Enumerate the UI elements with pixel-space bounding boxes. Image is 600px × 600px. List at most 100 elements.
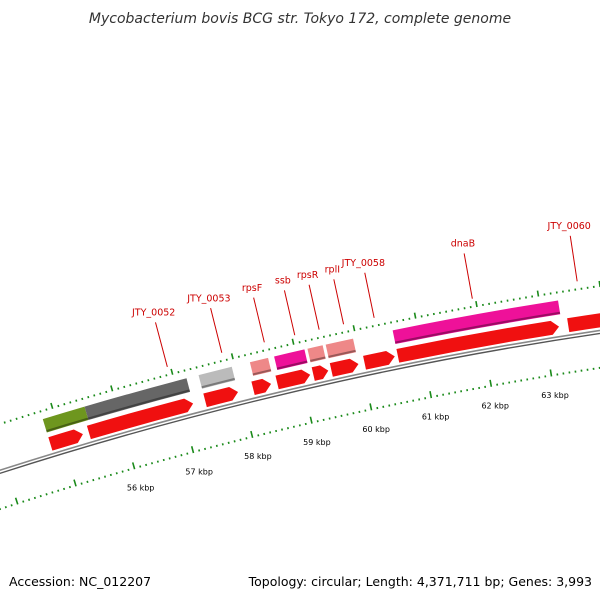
gene-arrow: [251, 378, 272, 396]
tick-mark: [73, 479, 77, 487]
gene-label-text: JTY_0060: [547, 221, 591, 232]
tick-mark: [39, 494, 42, 498]
tick-mark: [117, 387, 120, 390]
tick-mark: [28, 498, 31, 501]
kbp-label: 61 kbp: [422, 413, 450, 422]
tick-mark: [33, 412, 36, 415]
tick-mark: [45, 408, 48, 411]
tick-mark: [209, 446, 212, 449]
backbone-line: [0, 332, 600, 475]
tick-mark: [121, 470, 124, 473]
kbp-label: 58 kbp: [244, 452, 272, 461]
tick-mark: [150, 462, 154, 465]
label-leader: [210, 307, 223, 353]
tick-mark: [68, 485, 71, 489]
gene-arrow: [48, 429, 83, 451]
tick-mark: [429, 391, 433, 399]
tick-mark: [369, 403, 373, 411]
accession-label: Accession: NC_012207: [9, 574, 151, 589]
tick-mark: [536, 290, 540, 297]
tick-mark: [183, 369, 186, 372]
label-leader: [155, 322, 168, 367]
tick-mark: [103, 475, 107, 478]
tick-mark: [291, 338, 295, 345]
genome-summary: Topology: circular; Length: 4,371,711 bp…: [248, 574, 592, 589]
tick-mark: [123, 385, 126, 389]
tick-mark: [174, 455, 177, 458]
tick-mark: [162, 458, 165, 462]
kbp-label: 60 kbp: [362, 425, 390, 434]
label-leader: [308, 284, 320, 330]
genome-title: Mycobacterium bovis BCG str. Tokyo 172, …: [89, 11, 511, 27]
genome-backbone: [0, 329, 600, 475]
tick-mark: [109, 473, 112, 477]
tick-mark: [215, 444, 218, 448]
kbp-label: 63 kbp: [541, 391, 569, 400]
tick-mark: [92, 478, 95, 482]
label-leader: [569, 235, 578, 282]
tick-mark: [127, 468, 130, 472]
kbp-label: 57 kbp: [185, 467, 213, 476]
gene-label-text: ssb: [275, 276, 291, 287]
tick-mark: [22, 500, 25, 503]
gene-arrow: [329, 358, 359, 377]
tick-mark: [135, 382, 138, 385]
tick-mark: [159, 375, 162, 379]
feature-shadow: [276, 360, 308, 370]
tick-mark: [168, 457, 171, 460]
tick-mark: [80, 482, 83, 485]
tick-mark: [147, 379, 150, 382]
tick-mark: [221, 443, 224, 446]
outer-tick-ring: [3, 280, 600, 424]
tick-mark: [250, 430, 254, 438]
tick-mark: [33, 496, 36, 500]
tick-mark: [93, 394, 96, 397]
kbp-label: 56 kbp: [127, 483, 155, 492]
tick-mark: [198, 449, 201, 452]
tick-mark: [413, 312, 417, 319]
tick-mark: [110, 385, 114, 392]
label-leader: [253, 297, 265, 343]
tick-mark: [190, 446, 195, 454]
tick-mark: [131, 462, 136, 470]
gene-track: [48, 313, 600, 451]
tick-mark: [195, 366, 198, 369]
tick-mark: [207, 363, 210, 366]
gene-label-text: JTY_0058: [341, 258, 385, 269]
feature-pink: [325, 338, 356, 359]
feature-lightgray: [198, 366, 236, 389]
tick-mark: [170, 368, 174, 375]
tick-mark: [99, 392, 102, 395]
tick-mark: [3, 421, 6, 424]
tick-mark: [14, 497, 19, 505]
tick-mark: [177, 370, 180, 374]
gene-arrow: [311, 365, 329, 381]
tick-mark: [81, 397, 84, 401]
gene-label-text: rpsR: [297, 270, 319, 281]
tick-mark: [86, 480, 89, 484]
label-leader: [333, 279, 345, 325]
feature-magenta: [274, 349, 308, 371]
tick-mark: [186, 452, 189, 455]
gene-label-text: JTY_0052: [131, 308, 175, 319]
tick-mark: [475, 300, 478, 308]
tick-mark: [75, 399, 78, 402]
tick-mark: [27, 413, 30, 417]
tick-mark: [15, 417, 18, 420]
tick-mark: [153, 377, 156, 380]
tick-mark: [69, 401, 72, 404]
tick-mark: [129, 384, 132, 387]
tick-mark: [352, 325, 356, 332]
tick-mark: [489, 379, 493, 387]
tick-mark: [145, 463, 148, 467]
feature-shadow: [201, 377, 236, 389]
feature-shadow: [46, 417, 89, 432]
label-leader: [364, 272, 375, 318]
tick-mark: [156, 460, 159, 463]
feature-shadow: [328, 349, 356, 358]
feature-shadow: [252, 369, 272, 376]
feature-shadow: [394, 311, 561, 344]
tick-mark: [141, 380, 144, 384]
